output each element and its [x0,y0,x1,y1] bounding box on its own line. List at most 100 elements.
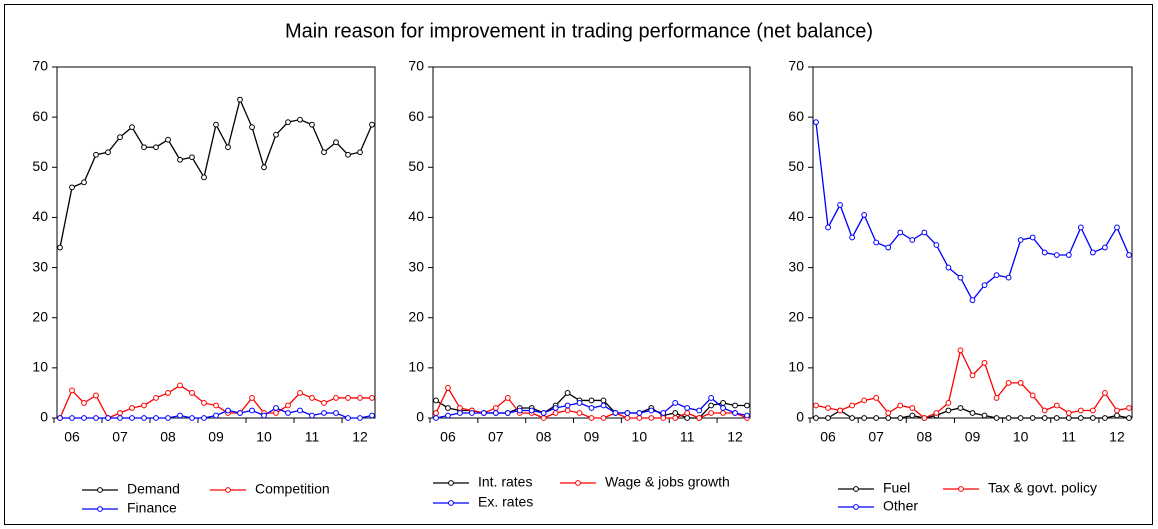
data-point [201,174,207,181]
data-point [612,410,619,416]
data-point [445,405,451,411]
data-point [165,390,171,396]
data-point [225,144,231,151]
y-tick-label: 20 [408,308,424,324]
legend-label: Tax & govt. policy [988,480,1097,496]
y-tick-label: 70 [32,58,48,74]
data-point [861,415,868,421]
y-tick-label: 40 [788,208,804,224]
y-tick-label: 60 [408,108,424,124]
y-tick-label: 10 [408,359,424,375]
data-point [909,405,916,411]
data-point [117,415,123,421]
legend-marker [97,487,103,493]
data-point [141,144,147,151]
x-tick-label: 11 [680,429,695,445]
data-point [261,412,267,419]
data-point [1089,249,1096,256]
data-point [672,400,679,406]
data-point [933,242,940,248]
y-tick-label: 20 [788,308,804,324]
data-point [273,405,279,411]
legend-label: Other [883,498,918,514]
data-point [1114,412,1120,419]
data-point [309,412,315,419]
data-point [993,395,1000,401]
data-point [720,400,726,406]
data-point [213,412,219,419]
data-point [600,397,607,404]
data-point [1065,410,1072,416]
y-tick-label: 60 [788,108,804,124]
y-tick-label: 10 [788,359,804,375]
data-point [921,415,928,421]
data-point [897,229,904,236]
data-point [1017,415,1024,421]
data-point [624,415,631,421]
data-point [225,407,231,414]
data-point [708,410,715,416]
data-point [81,415,87,421]
legend-label: Wage & jobs growth [605,474,730,490]
data-point [105,415,111,421]
data-point [933,410,940,416]
x-tick-label: 10 [256,429,272,445]
data-point [696,415,703,421]
data-point [636,410,643,416]
data-point [873,239,880,246]
data-point [921,229,928,236]
data-point [369,121,375,128]
data-point [309,395,315,401]
legend-marker [853,504,859,510]
data-point [357,149,363,156]
data-point [357,415,363,421]
data-point [540,410,547,416]
data-point [1005,274,1012,281]
data-point [957,347,964,354]
data-point [1114,407,1120,414]
data-point [1077,407,1084,414]
y-tick-label: 40 [32,208,48,224]
y-tick-label: 20 [32,308,48,324]
legend-marker [225,487,231,493]
data-point [540,415,547,421]
legend-label: Fuel [883,480,910,496]
data-point [945,407,952,414]
data-point [345,415,351,421]
data-point [660,410,667,416]
data-point [333,139,339,146]
data-point [885,415,892,421]
data-point [297,116,303,123]
data-point [369,395,375,401]
y-tick-label: 30 [32,258,48,274]
data-point [1065,415,1072,421]
data-point [1041,407,1048,414]
data-point [873,395,880,401]
data-point [1089,407,1096,414]
data-point [81,400,87,406]
x-tick-label: 11 [305,429,320,445]
data-point [1114,224,1120,231]
data-point [576,400,583,406]
x-tick-label: 06 [820,429,836,445]
data-point [861,397,868,404]
data-point [369,412,375,419]
x-tick-label: 08 [536,429,552,445]
data-point [813,119,819,126]
data-point [201,400,207,406]
data-point [648,415,655,421]
data-point [57,244,63,251]
data-point [684,415,691,421]
data-point [552,410,559,416]
data-point [1053,415,1060,421]
data-point [189,154,195,161]
data-point [261,164,267,171]
data-point [433,397,439,404]
legend-label: Competition [255,481,330,497]
data-point [825,415,831,421]
data-point [588,405,595,411]
data-point [849,234,856,241]
legend-marker [97,506,103,512]
x-tick-label: 12 [352,429,368,445]
data-point [93,392,99,399]
